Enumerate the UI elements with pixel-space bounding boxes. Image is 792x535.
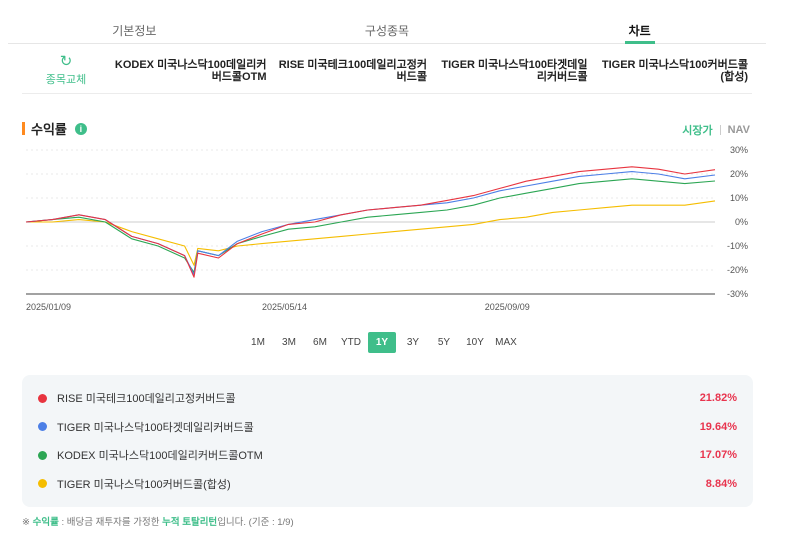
- legend-return: 19.64%: [699, 420, 737, 433]
- series-line: [25, 171, 716, 276]
- return-chart: 30%20%10%0%-10%-20%-30% 2025/01/09 2025/0…: [25, 145, 748, 312]
- section-title-text: 수익률: [31, 122, 67, 137]
- range-ytd[interactable]: YTD: [341, 337, 361, 348]
- main-tabs: 기본정보 구성종목 차트: [8, 0, 766, 44]
- chart-series: [25, 166, 716, 278]
- series-line: [26, 200, 716, 266]
- legend-name: TIGER 미국나스닥100타겟데일리커버드콜: [57, 421, 254, 434]
- footnote-mark: ※: [22, 517, 30, 528]
- range-selector: 1M 3M 6M YTD 1Y 3Y 5Y 10Y MAX: [244, 332, 520, 353]
- tab-chart[interactable]: 차트: [513, 0, 766, 43]
- y-tick-label: -20%: [727, 265, 748, 275]
- footnote: ※ 수익률 : 배당금 재투자를 가정한 누적 토탈리턴입니다. (기준 : 1…: [22, 514, 294, 528]
- y-tick-label: -10%: [727, 241, 748, 251]
- range-10y[interactable]: 10Y: [466, 337, 484, 348]
- legend-dot: [38, 479, 47, 489]
- section-accent-bar: [22, 122, 25, 135]
- range-3m[interactable]: 3M: [282, 337, 296, 348]
- range-3y[interactable]: 3Y: [406, 337, 420, 348]
- info-icon[interactable]: i: [74, 122, 87, 135]
- swap-label: 종목교체: [45, 74, 87, 86]
- compare-bar: ↻ 종목교체 KODEX 미국나스닥100데일리커버드콜OTM RISE 미국테…: [22, 48, 752, 94]
- range-1y[interactable]: 1Y: [368, 332, 396, 353]
- refresh-icon: ↻: [59, 53, 73, 70]
- legend-return: 21.82%: [699, 392, 737, 405]
- y-tick-label: 20%: [730, 169, 748, 179]
- legend-name: RISE 미국테크100데일리고정커버드콜: [57, 393, 236, 406]
- legend-name: KODEX 미국나스닥100데일리커버드콜OTM: [57, 450, 263, 463]
- footnote-term: 수익률: [32, 517, 59, 528]
- toggle-nav[interactable]: NAV: [727, 124, 750, 136]
- toggle-market-price[interactable]: 시장가: [682, 125, 713, 137]
- y-tick-label: 30%: [730, 145, 748, 155]
- footnote-text2: 입니다. (기준 : 1/9): [217, 517, 294, 528]
- compare-item-tiger-target[interactable]: TIGER 미국나스닥100타겟데일리커버드콜: [441, 58, 588, 83]
- section-title: 수익률 i: [22, 119, 87, 138]
- range-6m[interactable]: 6M: [313, 337, 327, 348]
- y-tick-label: 10%: [730, 193, 748, 203]
- legend-name: TIGER 미국나스닥100커버드콜(합성): [57, 478, 231, 491]
- compare-item-rise[interactable]: RISE 미국테크100데일리고정커버드콜: [278, 58, 427, 83]
- y-tick-label: 0%: [735, 217, 748, 227]
- legend-panel: RISE 미국테크100데일리고정커버드콜 21.82% TIGER 미국나스닥…: [22, 375, 753, 507]
- compare-item-tiger-covered[interactable]: TIGER 미국나스닥100커버드콜(합성): [601, 58, 748, 83]
- legend-row-tiger-covered: TIGER 미국나스닥100커버드콜(합성) 8.84%: [38, 470, 737, 499]
- x-tick-label: 2025/01/09: [26, 302, 71, 312]
- legend-dot: [38, 450, 47, 460]
- compare-item-kodex[interactable]: KODEX 미국나스닥100데일리커버드콜OTM: [114, 58, 267, 83]
- footnote-term2: 누적 토탈리턴: [162, 517, 218, 528]
- legend-dot: [38, 422, 47, 432]
- series-line: [25, 166, 716, 278]
- range-max[interactable]: MAX: [495, 337, 517, 348]
- toggle-divider: [719, 125, 721, 135]
- legend-return: 17.07%: [699, 449, 737, 462]
- range-1m[interactable]: 1M: [251, 337, 265, 348]
- footnote-text1: : 배당금 재투자를 가정한: [58, 517, 163, 528]
- x-axis: 2025/01/09 2025/05/14 2025/09/09: [26, 302, 530, 312]
- y-axis: 30% 20% 10% 0% -10% -20% -30%: [727, 145, 748, 299]
- x-tick-label: 2025/09/09: [485, 302, 530, 312]
- legend-row-kodex: KODEX 미국나스닥100데일리커버드콜OTM 17.07%: [38, 441, 737, 470]
- legend-row-tiger-target: TIGER 미국나스닥100타겟데일리커버드콜 19.64%: [38, 413, 737, 442]
- swap-button[interactable]: ↻ 종목교체: [22, 54, 110, 87]
- price-toggle: 시장가 NAV: [682, 122, 750, 138]
- y-tick-label: -30%: [727, 289, 748, 299]
- range-5y[interactable]: 5Y: [437, 337, 451, 348]
- series-line: [25, 178, 716, 273]
- legend-return: 8.84%: [705, 477, 737, 490]
- legend-dot: [38, 393, 47, 403]
- legend-row-rise: RISE 미국테크100데일리고정커버드콜 21.82%: [38, 384, 737, 413]
- tab-holdings[interactable]: 구성종목: [364, 24, 410, 38]
- x-tick-label: 2025/05/14: [262, 302, 307, 312]
- chart-grid: [26, 149, 715, 295]
- tab-basic-info[interactable]: 기본정보: [112, 24, 157, 38]
